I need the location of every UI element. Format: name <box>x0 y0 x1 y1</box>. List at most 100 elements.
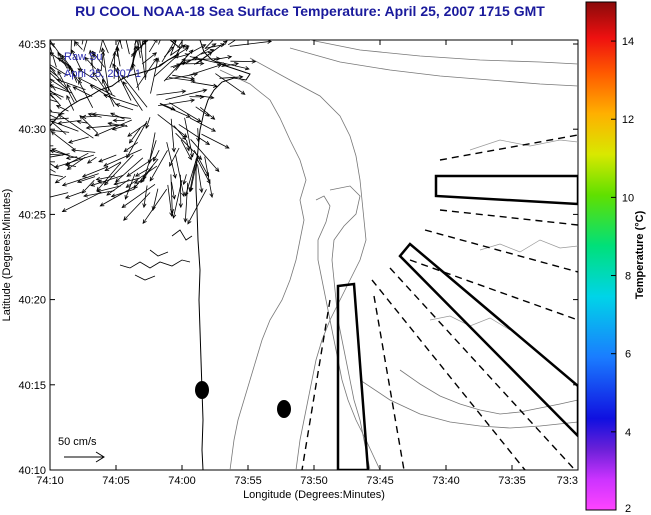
current-vector-head <box>178 203 183 209</box>
current-vector-head <box>115 177 120 183</box>
current-vector <box>50 93 54 99</box>
current-vector-head <box>77 77 83 82</box>
mooring-dot-2[interactable] <box>277 400 291 418</box>
y-axis-ticks: 40:35 40:30 40:25 40:20 40:15 40:10 <box>18 39 578 477</box>
current-vector <box>213 56 232 61</box>
current-vector-head <box>57 113 63 118</box>
current-vector <box>50 82 56 91</box>
current-vector-head <box>145 124 150 129</box>
current-vector <box>178 40 184 47</box>
current-vector-head <box>66 165 72 170</box>
current-vector <box>71 50 83 73</box>
current-vector-head <box>29 86 33 89</box>
current-vector-head <box>209 48 215 53</box>
current-vector <box>199 106 215 120</box>
current-vector-head <box>153 40 158 43</box>
current-vector-head <box>133 184 138 190</box>
current-vector <box>126 156 156 177</box>
current-vector <box>87 156 97 164</box>
current-vector <box>94 119 132 137</box>
current-vector <box>96 175 116 180</box>
overlay-line-1: Raw Su <box>64 51 103 63</box>
current-vector-head <box>153 57 158 63</box>
current-vector <box>171 181 175 199</box>
current-vector-head <box>202 88 208 93</box>
x-tick-label: 74:05 <box>102 475 130 487</box>
current-vector-head <box>92 71 97 77</box>
current-vector <box>96 162 122 192</box>
current-vector <box>58 120 80 124</box>
current-vector-head <box>185 113 191 118</box>
current-vector-head <box>171 194 176 200</box>
current-vector-head <box>29 170 33 173</box>
colorbar-tick-label: 2 <box>625 503 631 515</box>
y-tick-label: 40:10 <box>18 465 46 477</box>
current-vector-head <box>106 191 111 196</box>
current-vector-head <box>184 191 189 197</box>
current-vector <box>187 189 207 224</box>
current-vector <box>65 152 89 166</box>
current-vector <box>74 41 83 50</box>
current-vector <box>127 122 148 137</box>
current-vector <box>50 44 57 68</box>
current-vector <box>143 185 148 208</box>
current-vector <box>126 120 148 158</box>
current-vector-head <box>142 203 147 209</box>
current-vector-head <box>190 76 196 81</box>
current-vector-head <box>220 43 226 48</box>
current-vector <box>136 40 141 59</box>
current-vector <box>153 150 160 162</box>
current-vector-head <box>70 68 75 74</box>
current-vector <box>129 127 141 144</box>
colorbar-tick-label: 10 <box>622 192 634 204</box>
current-vector-head <box>45 61 49 65</box>
current-vector-head <box>71 49 76 55</box>
current-vector-head <box>45 160 49 164</box>
colorbar-label: Temperature (°C) <box>634 210 646 299</box>
current-vector-head <box>187 219 192 225</box>
current-vector-head <box>99 202 105 207</box>
current-vector <box>84 57 96 70</box>
colorbar-tick-label: 4 <box>625 427 631 439</box>
current-vector <box>71 149 96 153</box>
overlay-line-2: April 25, 2007 1 <box>64 68 141 80</box>
current-vector-head <box>93 17 96 21</box>
current-vector-head <box>95 176 101 181</box>
current-vector-head <box>50 84 54 89</box>
current-vector-head <box>205 140 211 146</box>
current-vector <box>188 64 222 76</box>
current-vector <box>185 154 198 196</box>
current-vector <box>158 40 161 45</box>
current-vector <box>51 131 76 151</box>
current-vector <box>136 58 158 89</box>
current-vector <box>169 147 180 167</box>
current-vector-head <box>181 135 187 141</box>
current-vector <box>178 124 210 145</box>
current-vector-head <box>51 148 57 153</box>
current-vector-head <box>201 44 207 49</box>
current-vector-head <box>112 118 118 123</box>
current-vector-head <box>45 89 49 92</box>
current-vector <box>50 168 56 173</box>
current-vector-head <box>181 89 187 94</box>
current-vector-head <box>46 35 49 39</box>
current-vector <box>143 140 157 180</box>
current-vector <box>77 68 97 81</box>
current-vector <box>183 58 220 61</box>
isobath-1 <box>219 69 307 470</box>
current-vector <box>83 40 88 52</box>
current-vector <box>102 48 110 92</box>
current-vector <box>92 113 131 119</box>
current-vector <box>173 53 189 59</box>
current-vector-head <box>153 157 157 162</box>
current-vector <box>50 162 59 170</box>
current-vector-head <box>172 214 177 219</box>
current-vector <box>189 56 227 66</box>
current-vector-head <box>178 28 181 32</box>
current-vector-head <box>128 138 134 144</box>
current-vector <box>56 79 86 90</box>
current-vector <box>131 40 137 71</box>
current-vector-head <box>38 57 42 60</box>
mooring-dot-1[interactable] <box>195 381 209 399</box>
